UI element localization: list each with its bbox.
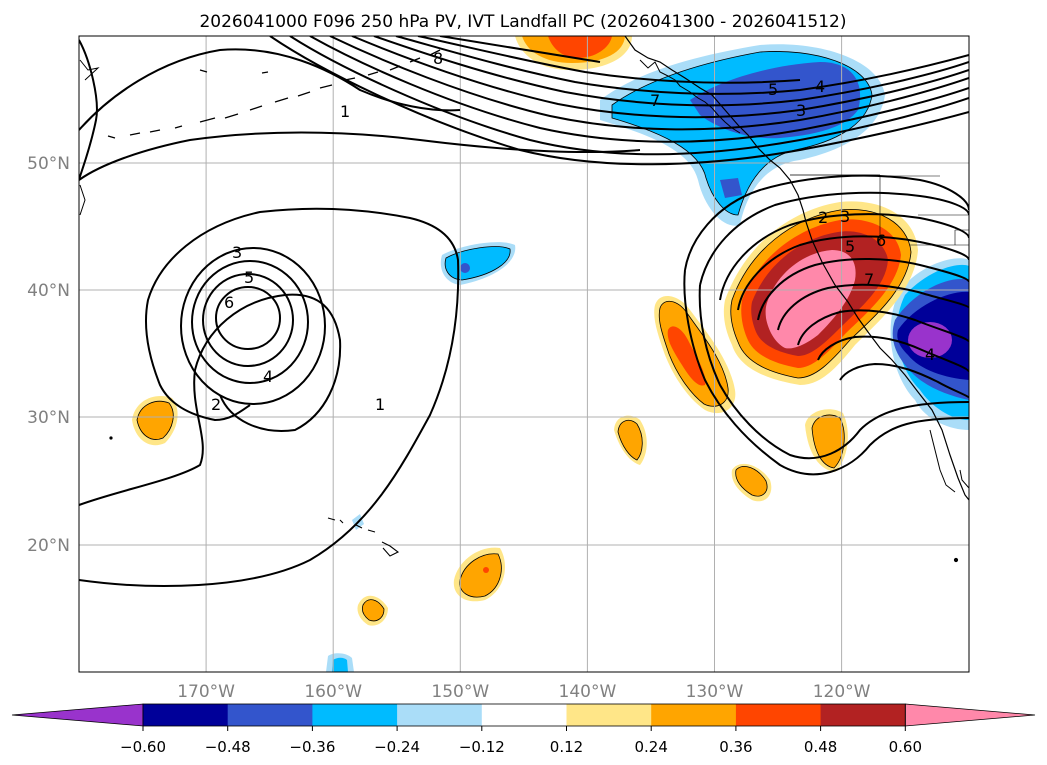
colorbar-segment xyxy=(566,704,652,726)
contour-label: 3 xyxy=(840,207,850,226)
contour-label: 6 xyxy=(224,293,234,312)
contour-label: 4 xyxy=(263,367,273,386)
contour-label: 5 xyxy=(768,80,778,99)
latitude-label: 30°N xyxy=(27,408,70,428)
longitude-label: 120°W xyxy=(813,682,871,702)
contour-label: 4 xyxy=(925,345,935,364)
colorbar-tick-label: 0.36 xyxy=(719,738,752,756)
pv-contours xyxy=(79,36,969,587)
colorbar-tick-label: −0.60 xyxy=(120,738,166,756)
longitude-label: 140°W xyxy=(559,682,617,702)
contour-labels: 3 5 6 4 2 1 1 8 7 5 4 3 2 3 5 6 7 4 xyxy=(211,49,935,414)
contour-label: 2 xyxy=(818,208,828,227)
colorbar-segment xyxy=(143,704,229,726)
contour-label: 6 xyxy=(876,231,886,250)
colorbar-tick-label: 0.48 xyxy=(804,738,837,756)
contour-label: 2 xyxy=(211,395,221,414)
colorbar-tick-label: 0.24 xyxy=(634,738,667,756)
negative-anomaly-mid-pacific xyxy=(440,242,516,285)
longitude-label: 130°W xyxy=(686,682,744,702)
contour-label: 7 xyxy=(650,91,660,110)
contour-label: 1 xyxy=(375,395,385,414)
contour-label: 1 xyxy=(340,102,350,121)
ivt-shading xyxy=(132,36,969,672)
contour-label: 7 xyxy=(864,270,874,289)
longitude-label: 160°W xyxy=(304,682,362,702)
colorbar-segment xyxy=(735,704,822,726)
latitude-label: 20°N xyxy=(27,536,70,556)
colorbar: −0.60 −0.48 −0.36 −0.24 −0.12 0.12 0.24 0.36 0.4… xyxy=(11,703,1036,756)
contour-label: 4 xyxy=(815,77,825,96)
colorbar-segment xyxy=(227,704,313,726)
colorbar-segment xyxy=(397,704,483,726)
latitude-label: 50°N xyxy=(27,154,70,174)
latitude-label: 40°N xyxy=(27,281,70,301)
map-title: 2026041000 F096 250 hPa PV, IVT Landfall… xyxy=(199,12,846,32)
map-frame xyxy=(78,35,970,673)
positive-anomaly-north xyxy=(515,36,632,70)
colorbar-tick-label: −0.36 xyxy=(289,738,335,756)
longitude-labels: 170°W 160°W 150°W 140°W 130°W 120°W xyxy=(177,682,870,702)
colorbar-segment xyxy=(481,704,567,726)
colorbar-tick-label: 0.12 xyxy=(550,738,583,756)
colorbar-extend-left xyxy=(11,703,144,727)
colorbar-segment xyxy=(651,704,737,726)
colorbar-tick-label: −0.24 xyxy=(374,738,420,756)
contour-label: 3 xyxy=(232,243,242,262)
colorbar-segment xyxy=(820,704,906,726)
latitude-labels: 50°N 40°N 30°N 20°N xyxy=(27,154,70,556)
contour-label: 8 xyxy=(433,49,443,68)
colorbar-tick-label: −0.12 xyxy=(459,738,505,756)
contour-label: 3 xyxy=(796,101,806,120)
colorbar-tick-label: −0.48 xyxy=(205,738,251,756)
contour-label: 5 xyxy=(244,268,254,287)
colorbar-segment xyxy=(312,704,398,726)
colorbar-extend-right xyxy=(904,703,1036,727)
longitude-label: 150°W xyxy=(431,682,489,702)
positive-anomaly-coastal xyxy=(723,201,918,385)
negative-anomaly-gulf-of-alaska xyxy=(600,44,885,226)
colorbar-tick-label: 0.60 xyxy=(889,738,922,756)
contour-label: 5 xyxy=(845,237,855,256)
longitude-label: 170°W xyxy=(177,682,235,702)
colorbar-outline xyxy=(142,703,906,727)
